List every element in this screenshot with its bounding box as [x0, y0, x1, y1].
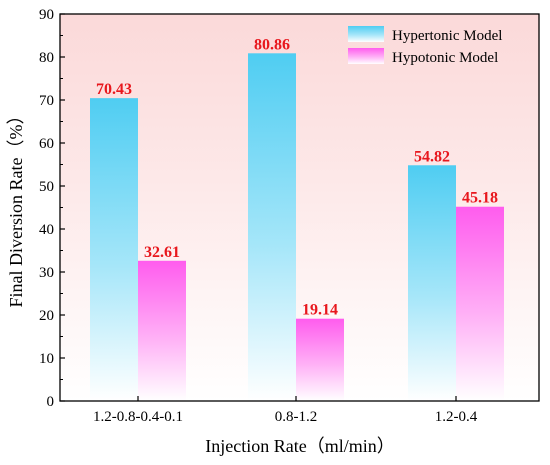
- data-labels: 70.43 32.61 80.86 19.14 54.82 45.18: [96, 36, 498, 318]
- data-label-hypotonic-1: 32.61: [144, 244, 180, 261]
- data-label-hypertonic-1: 70.43: [96, 81, 132, 98]
- data-label-hypotonic-3: 45.18: [462, 190, 498, 207]
- y-tick-label: 30: [39, 265, 54, 281]
- bar-hypotonic-1: [138, 260, 186, 401]
- y-tick-label: 60: [39, 136, 54, 152]
- legend-swatch-hypotonic: [348, 48, 384, 64]
- y-tick-label: 0: [47, 394, 55, 410]
- bars: [90, 53, 504, 401]
- legend-swatch-hypertonic: [348, 26, 384, 42]
- x-axis-ticks: 1.2-0.8-0.4-0.1 0.8-1.2 1.2-0.4: [93, 396, 478, 425]
- data-label-hypotonic-2: 19.14: [302, 302, 338, 319]
- y-tick-label: 40: [39, 222, 54, 238]
- y-axis-title: Final Diversion Rate（%）: [6, 107, 26, 308]
- y-tick-label: 20: [39, 308, 54, 324]
- bar-hypotonic-3: [456, 206, 504, 401]
- data-label-hypertonic-3: 54.82: [414, 148, 450, 165]
- y-tick-label: 70: [39, 93, 54, 109]
- y-tick-label: 90: [39, 7, 54, 23]
- bar-hypotonic-2: [296, 318, 344, 401]
- data-label-hypertonic-2: 80.86: [254, 36, 290, 53]
- x-axis-title: Injection Rate（ml/min）: [205, 436, 394, 456]
- x-tick-label: 0.8-1.2: [275, 409, 318, 425]
- y-tick-label: 10: [39, 351, 54, 367]
- bar-hypertonic-1: [90, 98, 138, 401]
- y-axis-ticks: 0 10 20 30 40 50 60 70 80 90: [39, 7, 65, 410]
- y-tick-label: 50: [39, 179, 54, 195]
- bar-hypertonic-2: [248, 53, 296, 401]
- y-tick-label: 80: [39, 50, 54, 66]
- x-tick-label: 1.2-0.4: [435, 409, 478, 425]
- legend: Hypertonic Model Hypotonic Model: [348, 26, 502, 66]
- legend-label-hypertonic: Hypertonic Model: [392, 28, 502, 44]
- x-tick-label: 1.2-0.8-0.4-0.1: [93, 409, 183, 425]
- bar-hypertonic-3: [408, 165, 456, 401]
- legend-label-hypotonic: Hypotonic Model: [392, 50, 498, 66]
